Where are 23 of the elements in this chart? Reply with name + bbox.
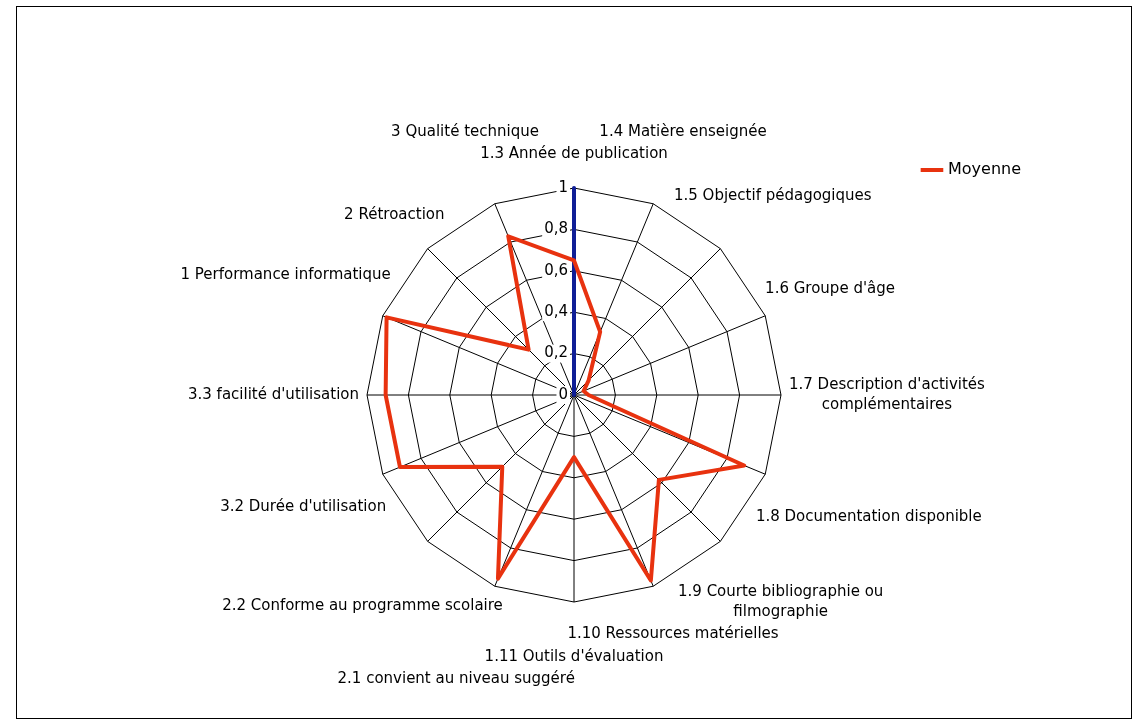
y-tick-label: 0,4 xyxy=(544,302,568,321)
spoke-label: 2 Rétroaction xyxy=(344,205,445,224)
spoke-label: 1.7 Description d'activités complémentaires xyxy=(788,374,986,413)
spoke-label: 1 Performance informatique xyxy=(180,265,391,284)
y-tick-label: 0,6 xyxy=(544,260,568,279)
spoke-label: 1.6 Groupe d'âge xyxy=(765,278,895,297)
spoke-label: 3.2 Durée d'utilisation xyxy=(220,497,387,516)
y-tick-label: 0,2 xyxy=(544,343,568,362)
spoke-label: 2.2 Conforme au programme scolaire xyxy=(222,596,503,615)
spoke-label: 2.1 convient au niveau suggéré xyxy=(337,669,575,688)
legend-label: Moyenne xyxy=(947,159,1021,179)
spoke-label: 1.11 Outils d'évaluation xyxy=(484,646,664,665)
spoke-label: 1.4 Matière enseignée xyxy=(599,121,767,140)
spoke-label: 1.10 Ressources matérielles xyxy=(567,624,779,643)
y-tick-label: 1 xyxy=(558,177,568,196)
spoke-label: 1.5 Objectif pédagogiques xyxy=(673,186,872,205)
y-tick-label: 0,8 xyxy=(544,219,568,238)
spoke-label: 3 Qualité technique xyxy=(391,121,539,140)
y-tick-label: 0 xyxy=(558,384,568,403)
spoke-label: 3.3 facilité d'utilisation xyxy=(188,384,359,403)
spoke-label: 1.8 Documentation disponible xyxy=(755,507,982,526)
spoke-label: 1.3 Année de publication xyxy=(480,143,668,162)
spoke-label: 1.9 Courte bibliographie ou filmographie xyxy=(678,581,884,620)
